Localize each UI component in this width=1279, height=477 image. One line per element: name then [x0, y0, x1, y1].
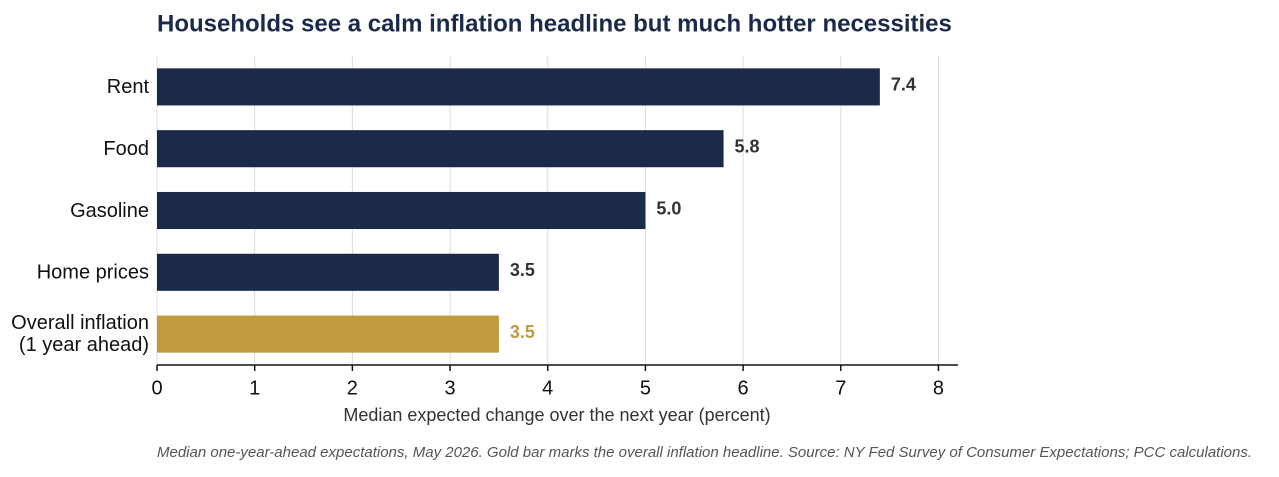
- x-tick-label: 7: [835, 377, 846, 399]
- value-label: 7.4: [891, 75, 916, 95]
- chart-title: Households see a calm inflation headline…: [157, 10, 952, 37]
- y-tick-label: Home prices: [37, 262, 149, 284]
- x-tick-label: 6: [738, 377, 749, 399]
- value-label: 5.0: [656, 198, 681, 218]
- y-tick-label: Rent: [107, 76, 150, 98]
- caption: Median one-year-ahead expectations, May …: [157, 444, 1252, 461]
- y-tick-label: Gasoline: [70, 200, 149, 222]
- x-tick-label: 4: [542, 377, 553, 399]
- x-tick-label: 3: [444, 377, 455, 399]
- value-label: 5.8: [735, 136, 760, 156]
- x-tick-label: 0: [151, 377, 162, 399]
- x-tick-label: 8: [933, 377, 944, 399]
- bar: [157, 315, 499, 353]
- x-tick-label: 2: [347, 377, 358, 399]
- x-tick-label: 1: [249, 377, 260, 399]
- value-label: 3.5: [510, 260, 535, 280]
- y-tick-label: Food: [103, 138, 149, 160]
- value-label: 3.5: [510, 322, 535, 342]
- bar: [157, 253, 499, 291]
- bar: [157, 130, 724, 168]
- y-tick-label: Overall inflation (1 year ahead): [11, 312, 149, 356]
- x-tick-label: 5: [640, 377, 651, 399]
- bar: [157, 68, 880, 106]
- bar: [157, 191, 646, 230]
- x-axis-label: Median expected change over the next yea…: [343, 405, 770, 425]
